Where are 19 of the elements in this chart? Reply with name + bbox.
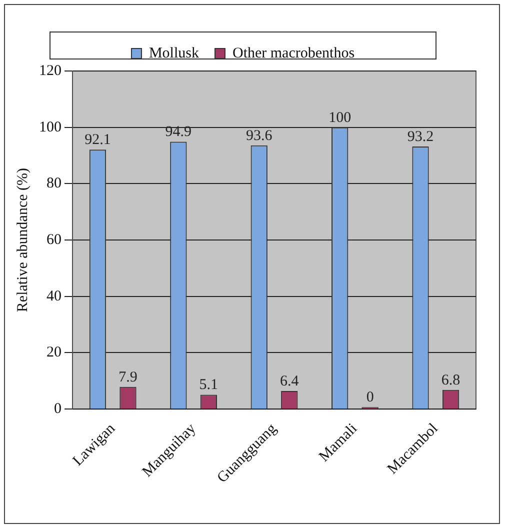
data-label: 93.2: [407, 128, 434, 145]
y-axis-title: Relative abundance (%): [14, 168, 31, 312]
y-tick-label: 40: [46, 288, 62, 304]
data-label: 5.1: [199, 377, 218, 394]
data-label: 0: [366, 390, 374, 406]
data-label: 6.8: [441, 372, 460, 388]
y-tick-label: 120: [39, 62, 62, 79]
y-tick-label: 20: [46, 344, 62, 361]
legend-label: Other macrobenthos: [232, 45, 355, 62]
legend-label: Mollusk: [148, 45, 200, 62]
y-tick-label: 60: [46, 232, 62, 248]
data-label: 6.4: [280, 373, 300, 390]
data-label: 7.9: [118, 369, 138, 386]
data-label: 92.1: [84, 132, 111, 148]
y-tick-label: 100: [39, 119, 62, 136]
y-tick-label: 80: [46, 176, 62, 192]
data-label: 100: [328, 110, 352, 126]
data-label: 93.6: [246, 128, 273, 144]
y-tick-label: 0: [54, 401, 62, 418]
